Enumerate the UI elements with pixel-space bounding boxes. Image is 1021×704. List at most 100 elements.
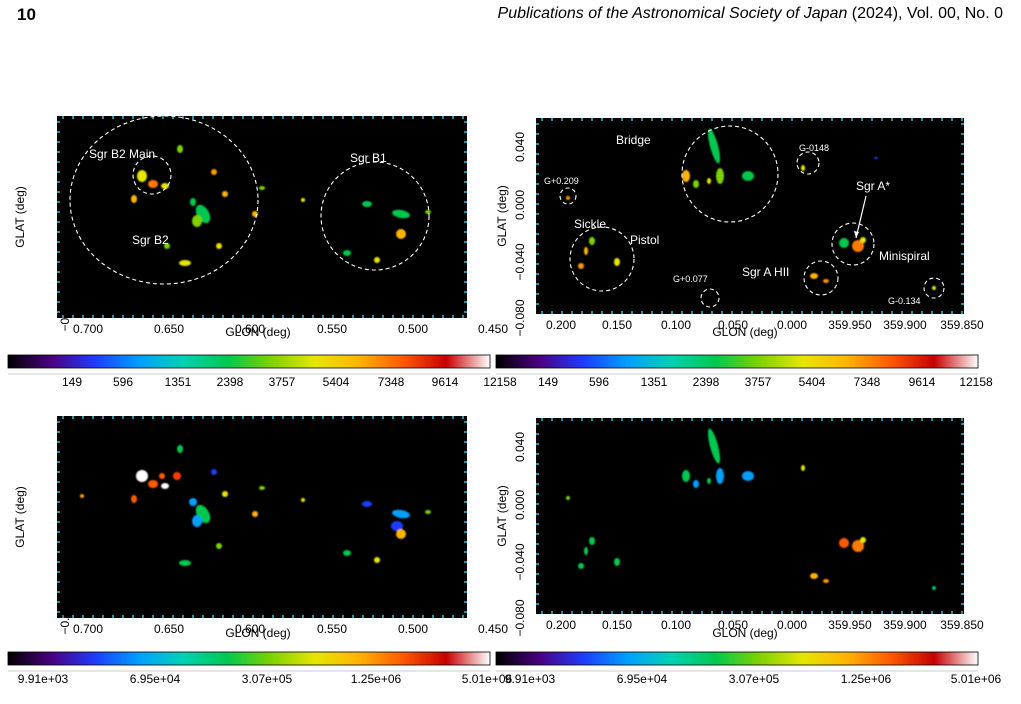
emission-layer — [566, 428, 936, 590]
region-circle — [681, 125, 779, 223]
emission-clump — [343, 550, 351, 556]
emission-clump — [578, 563, 584, 569]
x-tick-label: 0.700 — [73, 622, 103, 636]
region-circle — [320, 161, 430, 271]
emission-clump — [707, 428, 721, 464]
y-tick-label: −0.040 — [513, 243, 527, 280]
colorbar-tick-label: 3757 — [745, 375, 772, 389]
x-axis-title: GLON (deg) — [712, 626, 777, 640]
emission-clump — [693, 480, 699, 488]
annotations: Sgr B2 Main Sgr B2 Sgr B1 — [69, 115, 430, 285]
emission-clump — [614, 558, 620, 566]
emission-clump — [177, 145, 183, 153]
x-axis-title: GLON (deg) — [712, 325, 777, 339]
x-tick-label: 0.200 — [546, 618, 576, 632]
map-image — [536, 118, 964, 314]
emission-clump — [589, 237, 595, 245]
panel-top-right: Bridge G-0148 G+0.209 Sickle Pistol Sgr A* Min… — [495, 118, 993, 389]
emission-clump — [801, 465, 805, 471]
y-tick-label: 0.040 — [513, 132, 527, 162]
x-tick-label: 0.700 — [73, 322, 103, 336]
emission-clump — [148, 180, 158, 188]
region-label: Minispiral — [879, 249, 930, 263]
emission-clump — [707, 178, 711, 184]
emission-layer — [131, 145, 431, 266]
x-tick-label: 0.650 — [154, 322, 184, 336]
page-number: 10 — [17, 5, 36, 24]
emission-clump — [425, 510, 431, 514]
emission-clump — [259, 186, 265, 190]
colorbar-tick-label: 7348 — [378, 375, 405, 389]
emission-clump — [584, 547, 588, 555]
emission-clump — [810, 573, 818, 579]
colorbar-tick-label: 596 — [589, 375, 609, 389]
emission-clump — [136, 470, 148, 482]
emission-clump — [693, 180, 699, 188]
emission-clump — [252, 511, 258, 517]
emission-clump — [392, 209, 410, 219]
colorbar-tick-label: 5.01e+06 — [951, 672, 1002, 686]
emission-clump — [932, 586, 936, 590]
journal-name: Publications of the Astronomical Society… — [497, 5, 848, 22]
emission-clump — [860, 237, 866, 243]
x-tick-label: 0.200 — [546, 318, 576, 332]
x-tick-label: 359.950 — [828, 618, 872, 632]
colorbar-tick-label: 2398 — [693, 375, 720, 389]
emission-clump — [159, 473, 165, 479]
x-tick-label: 0.450 — [478, 322, 508, 336]
emission-clump — [222, 191, 228, 197]
emission-clump — [131, 495, 137, 503]
x-axis-title: GLON (deg) — [225, 325, 290, 339]
emission-clump — [839, 238, 849, 248]
colorbar — [495, 354, 979, 369]
region-label: Sgr B2 Main — [89, 147, 155, 161]
colorbar-tick-label: 6.95e+04 — [130, 672, 181, 686]
region-label: G-0.134 — [888, 296, 921, 306]
annotations: Bridge G-0148 G+0.209 Sickle Pistol Sgr A* Min… — [544, 125, 945, 308]
emission-clump — [716, 168, 724, 184]
emission-clump — [425, 210, 431, 214]
region-label: Sickle — [574, 217, 606, 231]
emission-clump — [362, 501, 372, 507]
emission-clump — [614, 258, 620, 266]
x-tick-label: 0.450 — [478, 622, 508, 636]
panel-bottom-left: 0.700 0.650 0.600 0.550 0.500 0.450 GLON (deg)… — [7, 416, 513, 686]
region-label: Sgr A* — [856, 179, 890, 193]
frame-ticks — [536, 418, 964, 614]
x-tick-label: 0.000 — [777, 318, 807, 332]
emission-clump — [589, 537, 595, 545]
emission-clump — [860, 537, 866, 543]
y-axis-title: GLAT (deg) — [13, 186, 27, 248]
colorbar-tick-label: 5404 — [799, 375, 826, 389]
journal-volume: (2024), Vol. 00, No. 0 — [847, 5, 1003, 22]
y-tick-label: −0.040 — [58, 485, 72, 522]
colorbar-tick-label: 1351 — [641, 375, 668, 389]
region-circle — [923, 277, 945, 299]
journal-header: Publications of the Astronomical Society… — [498, 5, 1003, 23]
emission-clump — [707, 478, 711, 484]
pointer-arrow — [855, 195, 867, 239]
x-tick-label: 0.150 — [602, 318, 632, 332]
emission-clump — [179, 560, 191, 566]
emission-layer — [566, 128, 936, 290]
x-tick-label: 0.600 — [235, 622, 265, 636]
y-tick-label: −0.040 — [58, 183, 72, 220]
emission-clump — [80, 494, 84, 498]
x-axis-title: GLON (deg) — [225, 626, 290, 640]
region-label: G+0.209 — [544, 176, 579, 186]
colorbar-tick-label: 6.95e+04 — [617, 672, 668, 686]
x-tick-label: 0.600 — [235, 322, 265, 336]
emission-clump — [823, 279, 829, 283]
region-circle — [803, 260, 839, 296]
colorbar-tick-label: 3.07e+05 — [242, 672, 293, 686]
x-tick-label: 359.850 — [940, 618, 984, 632]
x-tick-label: 0.100 — [661, 318, 691, 332]
emission-clump — [179, 260, 191, 266]
emission-clump — [810, 273, 818, 279]
y-tick-label: 0.000 — [513, 490, 527, 520]
emission-clump — [374, 557, 380, 563]
emission-clump — [682, 170, 690, 182]
emission-clump — [211, 169, 217, 175]
emission-clump — [801, 165, 805, 171]
emission-clump — [852, 540, 864, 552]
